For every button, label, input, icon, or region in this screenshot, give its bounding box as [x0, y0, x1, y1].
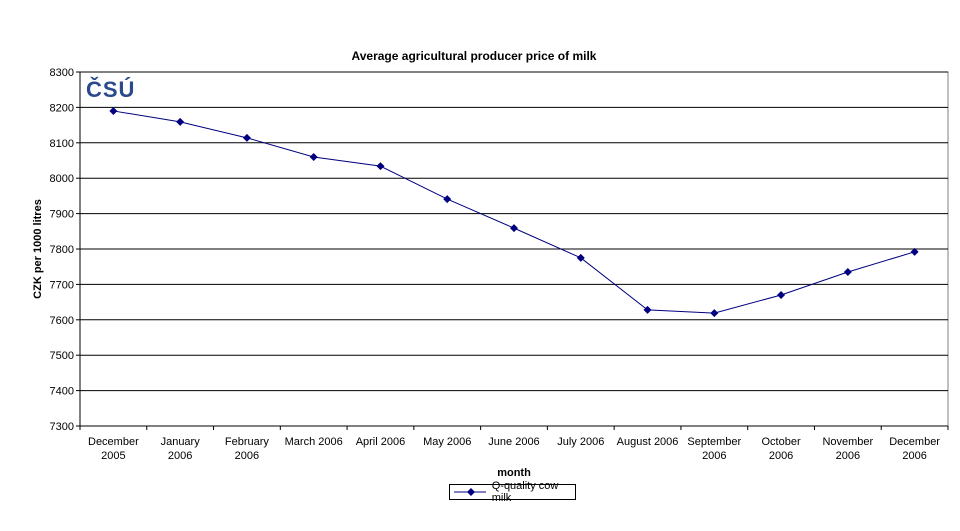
y-tick-label: 7400 [50, 386, 74, 398]
x-tick-label: February [225, 436, 270, 448]
x-tick-label: 2006 [769, 450, 793, 462]
data-point [643, 305, 652, 314]
y-tick-label: 8300 [50, 67, 74, 79]
data-point [777, 291, 786, 300]
x-tick-label: 2006 [836, 450, 860, 462]
x-tick-label: December [88, 436, 139, 448]
x-tick-label: 2006 [902, 450, 926, 462]
legend-label: Q-quality cow milk [491, 480, 559, 504]
x-tick-label: April 2006 [356, 436, 406, 448]
y-tick-label: 8000 [50, 173, 74, 185]
logo-text: ČSÚ [86, 77, 135, 102]
x-tick-label: November [822, 436, 873, 448]
y-tick-label: 7300 [50, 421, 74, 433]
data-point [510, 224, 518, 233]
y-tick-label: 7800 [50, 244, 74, 256]
y-tick-label: 7500 [50, 350, 74, 362]
y-tick-label: 7900 [50, 209, 74, 221]
y-tick-label: 8200 [50, 102, 74, 114]
data-point [910, 247, 919, 256]
data-point [176, 117, 185, 126]
x-tick-label: 2006 [168, 450, 192, 462]
legend: Q-quality cow milk [449, 480, 576, 504]
x-tick-label: December [889, 436, 940, 448]
data-point [309, 152, 318, 161]
data-point [843, 268, 852, 277]
x-tick-label: January [161, 436, 201, 448]
legend-line-marker-icon [454, 488, 486, 496]
y-tick-label: 7700 [50, 279, 74, 291]
data-point [710, 309, 719, 318]
chart-title: Average agricultural producer price of m… [352, 49, 597, 63]
x-tick-label: 2006 [702, 450, 726, 462]
x-tick-label: 2005 [101, 450, 125, 462]
x-tick-label: June 2006 [488, 436, 539, 448]
data-point [576, 253, 585, 262]
x-tick-label: May 2006 [423, 436, 471, 448]
y-tick-label: 8100 [50, 138, 74, 150]
x-tick-label: March 2006 [285, 436, 343, 448]
y-tick-label: 7600 [50, 315, 74, 327]
data-point [242, 133, 251, 142]
data-point [376, 162, 385, 171]
x-tick-label: October [762, 436, 801, 448]
y-axis-label: CZK per 1000 litres [32, 199, 44, 299]
x-tick-label: July 2006 [557, 436, 604, 448]
csu-logo: ČSÚ [86, 77, 135, 102]
x-tick-label: August 2006 [617, 436, 679, 448]
x-tick-label: September [687, 436, 741, 448]
data-point [109, 106, 118, 115]
data-point [443, 195, 452, 204]
x-tick-label: 2006 [235, 450, 259, 462]
x-axis-label: month [497, 467, 531, 479]
